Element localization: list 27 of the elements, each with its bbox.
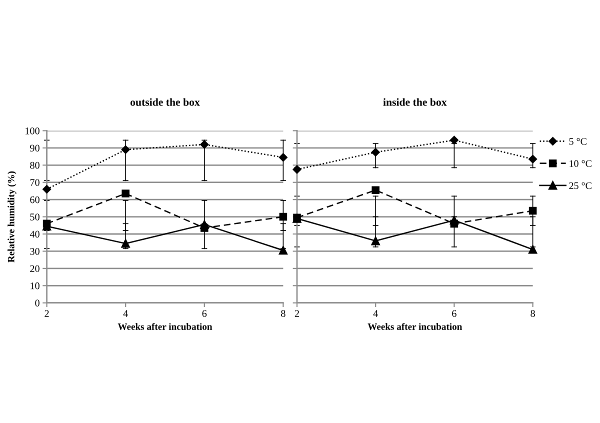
x-tick-label: 4 [373,310,378,317]
y-tick-label: 90 [30,144,40,152]
y-tick-label: 80 [30,162,40,169]
y-tick-label: 40 [30,230,40,238]
x-tick-label: 6 [202,310,207,317]
y-tick-label: 70 [30,179,40,186]
x-tick-label: 4 [123,310,128,317]
y-tick-label: 50 [30,214,40,220]
legend-label: 5 °C [569,138,586,145]
chart-title: inside the box [383,98,447,106]
legend-label: 10 °C [570,160,592,167]
y-tick-label: 30 [30,248,40,255]
y-tick-label: 0 [35,300,40,306]
x-axis-title: Weeks after incubation [368,323,462,330]
legend-label: 25 °C [569,182,592,190]
x-tick-label: 8 [530,310,535,317]
y-tick-label: 10 [30,282,40,290]
x-tick-label: 2 [44,310,49,317]
chart-title: outside the box [130,98,200,106]
y-tick-label: 60 [30,196,40,204]
x-tick-label: 2 [294,310,299,317]
x-tick-label: 8 [281,310,286,317]
x-axis-title: Weeks after incubation [118,323,212,330]
y-tick-label: 20 [30,265,40,272]
y-axis-title: Relative humidity (%) [8,171,16,262]
x-tick-label: 6 [452,310,456,317]
y-tick-label: 100 [26,127,40,134]
